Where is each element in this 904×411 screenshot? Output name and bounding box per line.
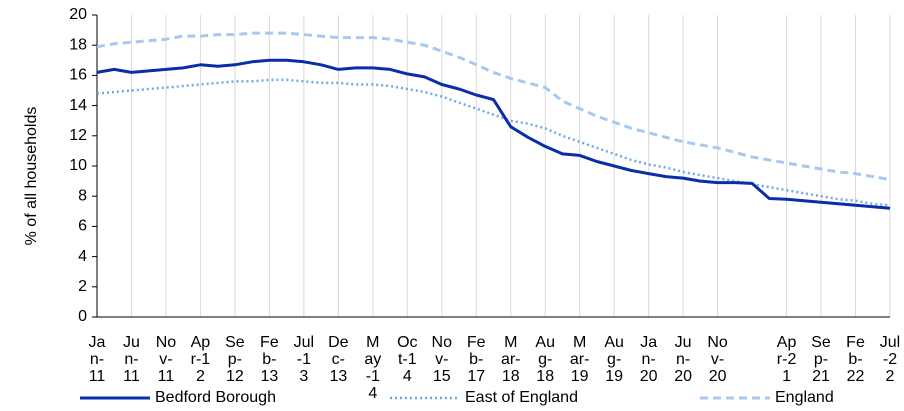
x-tick-label: Jun-20 <box>674 334 693 385</box>
x-tick-label: Jan-11 <box>88 334 106 385</box>
x-tick-label: Mar-18 <box>500 334 521 385</box>
y-axis-label: % of all households <box>23 107 40 246</box>
x-tick-label: Jul-13 <box>293 334 315 385</box>
y-tick-label: 4 <box>78 248 87 265</box>
x-tick-label: Aug-18 <box>535 334 555 385</box>
y-tick-label: 20 <box>69 6 87 23</box>
x-tick-label: Sep-12 <box>225 334 245 385</box>
y-tick-label: 2 <box>78 278 87 295</box>
y-tick-label: 18 <box>69 36 87 53</box>
x-tick-label: Jul-22 <box>879 334 901 385</box>
x-tick-label: Feb-13 <box>260 334 279 385</box>
y-tick-label: 14 <box>69 97 87 114</box>
y-tick-label: 12 <box>69 127 87 144</box>
x-tick-label: Feb-22 <box>846 334 865 385</box>
x-tick-label: Mar-19 <box>569 334 590 385</box>
x-tick-label: May-14 <box>364 334 382 402</box>
x-tick-label: Aug-19 <box>604 334 624 385</box>
y-tick-label: 0 <box>78 308 87 325</box>
x-tick-label: Sep-21 <box>811 334 831 385</box>
y-tick-label: 8 <box>78 187 87 204</box>
series-line <box>96 78 891 207</box>
x-tick-label: Dec-13 <box>328 334 349 385</box>
y-tick-label: 10 <box>69 157 87 174</box>
y-tick-label: 16 <box>69 67 87 84</box>
y-tick-label: 6 <box>78 218 87 235</box>
x-tick-label: Jun-11 <box>123 334 140 385</box>
x-tick-label: Apr-12 <box>190 334 211 385</box>
x-tick-label: Feb-17 <box>466 334 486 385</box>
legend-label: East of England <box>465 389 578 406</box>
series-line <box>96 58 891 210</box>
legend-label: Bedford Borough <box>155 389 276 406</box>
x-tick-label: Apr-21 <box>776 334 797 385</box>
series-line <box>96 31 891 182</box>
x-tick-label: Jan-20 <box>639 334 658 385</box>
x-tick-label: Oct-14 <box>397 334 418 385</box>
legend-label: England <box>775 389 834 406</box>
x-tick-label: Nov-20 <box>707 334 728 385</box>
x-tick-label: Nov-15 <box>431 334 452 385</box>
x-tick-label: Nov-11 <box>155 334 177 385</box>
